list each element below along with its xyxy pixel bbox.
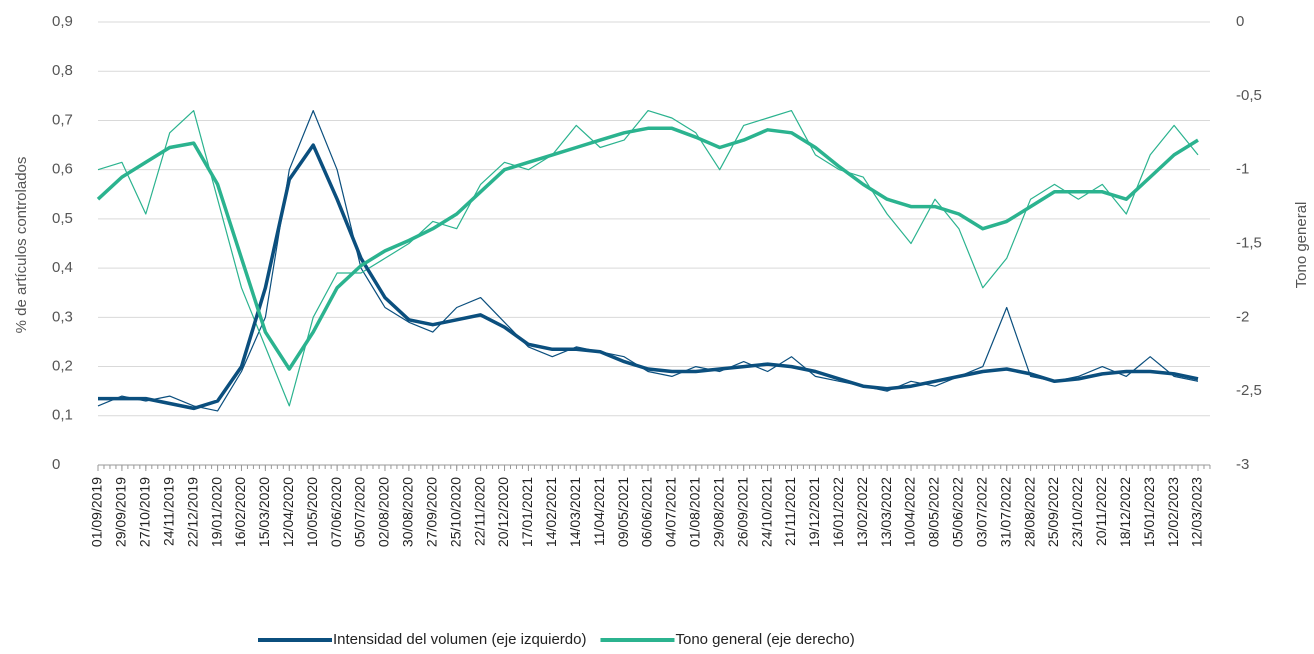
x-tick-label: 05/07/2020 <box>352 477 368 547</box>
x-tick-label: 17/01/2021 <box>519 477 535 547</box>
x-tick-label: 02/08/2020 <box>376 477 392 547</box>
y-tick-label: 0,5 <box>52 210 73 227</box>
x-tick-label: 10/04/2022 <box>902 477 918 547</box>
x-tick-label: 23/10/2022 <box>1069 477 1085 547</box>
x-tick-label: 09/05/2021 <box>615 477 631 547</box>
x-tick-label: 25/10/2020 <box>447 477 463 547</box>
x-tick-label: 08/05/2022 <box>926 477 942 547</box>
x-tick-label: 18/12/2022 <box>1117 477 1133 547</box>
y-tick-label: 0,4 <box>52 259 73 276</box>
x-tick-label: 21/11/2021 <box>782 477 798 546</box>
x-tick-label: 11/04/2021 <box>591 477 607 546</box>
x-tick-label: 12/04/2020 <box>280 477 296 547</box>
raw-line <box>97 110 1199 407</box>
x-tick-label: 07/06/2020 <box>328 477 344 547</box>
y2-tick-label: -1,5 <box>1236 234 1262 251</box>
trend-line <box>96 126 1199 371</box>
x-tick-label: 24/10/2021 <box>758 477 774 547</box>
y-tick-label: 0,7 <box>52 111 73 128</box>
x-tick-label: 15/01/2023 <box>1141 477 1157 547</box>
y2-tick-label: 0 <box>1236 13 1244 30</box>
x-tick-label: 20/12/2020 <box>495 477 511 547</box>
y2-tick-label: -0,5 <box>1236 87 1262 104</box>
y-tick-label: 0,9 <box>52 13 73 30</box>
x-tick-label: 22/11/2020 <box>471 477 487 546</box>
y-axis-title: % de artículos controlados <box>13 157 30 334</box>
raw-line <box>97 110 1199 412</box>
x-tick-label: 01/09/2019 <box>89 477 105 547</box>
y2-tick-label: -3 <box>1236 456 1249 473</box>
y-tick-label: 0,3 <box>52 308 73 325</box>
x-tick-label: 03/07/2022 <box>973 477 989 547</box>
x-tick-label: 27/10/2019 <box>137 477 153 547</box>
x-tick-label: 16/02/2020 <box>232 477 248 547</box>
y-tick-label: 0,8 <box>52 62 73 79</box>
x-tick-label: 28/08/2022 <box>1021 477 1037 547</box>
x-tick-label: 26/09/2021 <box>734 477 750 547</box>
x-tick-label: 25/09/2022 <box>1045 477 1061 547</box>
x-tick-label: 12/02/2023 <box>1165 477 1181 547</box>
legend-label: Intensidad del volumen (eje izquierdo) <box>333 631 586 648</box>
x-tick-label: 19/01/2020 <box>208 477 224 547</box>
x-tick-label: 06/06/2021 <box>639 477 655 547</box>
x-tick-label: 24/11/2019 <box>160 477 176 546</box>
y2-tick-label: -1 <box>1236 161 1249 178</box>
x-tick-label: 13/03/2022 <box>878 477 894 547</box>
x-tick-label: 14/02/2021 <box>543 477 559 547</box>
y2-axis-title: Tono general <box>1293 202 1310 289</box>
x-tick-label: 31/07/2022 <box>997 477 1013 547</box>
x-tick-label: 27/09/2020 <box>423 477 439 547</box>
legend-label: Tono general (eje derecho) <box>675 631 854 648</box>
y2-tick-label: -2,5 <box>1236 382 1262 399</box>
x-tick-label: 20/11/2022 <box>1093 477 1109 546</box>
x-tick-label: 30/08/2020 <box>400 477 416 547</box>
x-tick-label: 29/09/2019 <box>113 477 129 547</box>
x-tick-label: 01/08/2021 <box>687 477 703 547</box>
trend-line <box>98 143 1199 411</box>
x-tick-label: 05/06/2022 <box>950 477 966 547</box>
y-tick-label: 0,2 <box>52 358 73 375</box>
x-tick-label: 14/03/2021 <box>567 477 583 547</box>
y-tick-label: 0 <box>52 456 60 473</box>
x-tick-label: 29/08/2021 <box>710 477 726 547</box>
x-tick-label: 10/05/2020 <box>304 477 320 547</box>
x-tick-label: 19/12/2021 <box>806 477 822 547</box>
x-tick-label: 15/03/2020 <box>256 477 272 547</box>
x-tick-label: 12/03/2023 <box>1189 477 1205 547</box>
y-tick-label: 0,1 <box>52 407 73 424</box>
y2-tick-label: -2 <box>1236 308 1249 325</box>
x-tick-label: 22/12/2019 <box>184 477 200 547</box>
y-tick-label: 0,6 <box>52 161 73 178</box>
x-tick-label: 16/01/2022 <box>830 477 846 547</box>
x-tick-label: 04/07/2021 <box>663 477 679 547</box>
x-tick-label: 13/02/2022 <box>854 477 870 547</box>
